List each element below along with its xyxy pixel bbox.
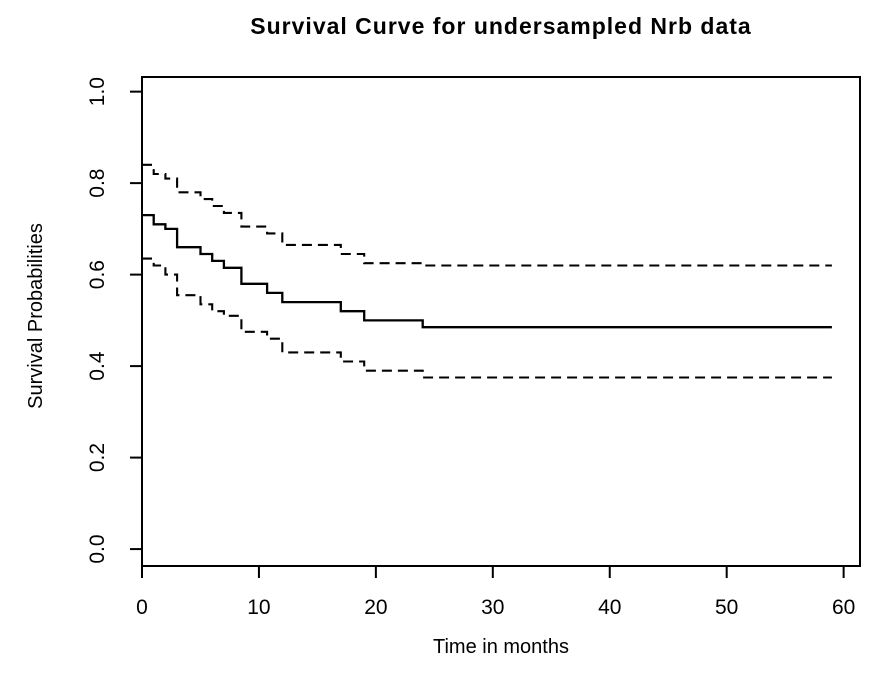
y-axis-tick-label: 0.0 xyxy=(86,534,109,563)
x-axis-tick-label: 10 xyxy=(247,596,270,619)
y-axis-tick-label: 0.6 xyxy=(86,260,109,289)
y-axis-tick-label: 1.0 xyxy=(86,77,109,106)
upper-95pct-confidence-bound-curve xyxy=(142,163,832,267)
x-axis-tick-label: 40 xyxy=(598,596,621,619)
plot-frame-box xyxy=(141,76,861,567)
survival-curves xyxy=(142,163,832,379)
y-axis-title: Survival Probabilities xyxy=(25,223,47,409)
x-axis-tick-label: 60 xyxy=(832,596,855,619)
x-axis-ticks: 0 10 20 30 40 50 60 xyxy=(136,566,855,619)
x-axis-tick-label: 50 xyxy=(715,596,738,619)
chart-title: Survival Curve for undersampled Nrb data xyxy=(250,13,751,39)
survival-estimate-curve xyxy=(142,213,832,329)
y-axis-tick-label: 0.4 xyxy=(86,351,109,381)
x-axis-title: Time in months xyxy=(433,636,569,658)
x-axis-tick-label: 30 xyxy=(481,596,504,619)
lower-95pct-confidence-bound-curve xyxy=(142,257,832,379)
x-axis-tick-label: 0 xyxy=(136,596,148,619)
y-axis-tick-label: 0.2 xyxy=(86,443,109,472)
x-axis-tick-label: 20 xyxy=(364,596,387,619)
y-axis-ticks: 0.0 0.2 0.4 0.6 0.8 1.0 xyxy=(86,77,142,564)
y-axis-tick-label: 0.8 xyxy=(86,169,109,198)
